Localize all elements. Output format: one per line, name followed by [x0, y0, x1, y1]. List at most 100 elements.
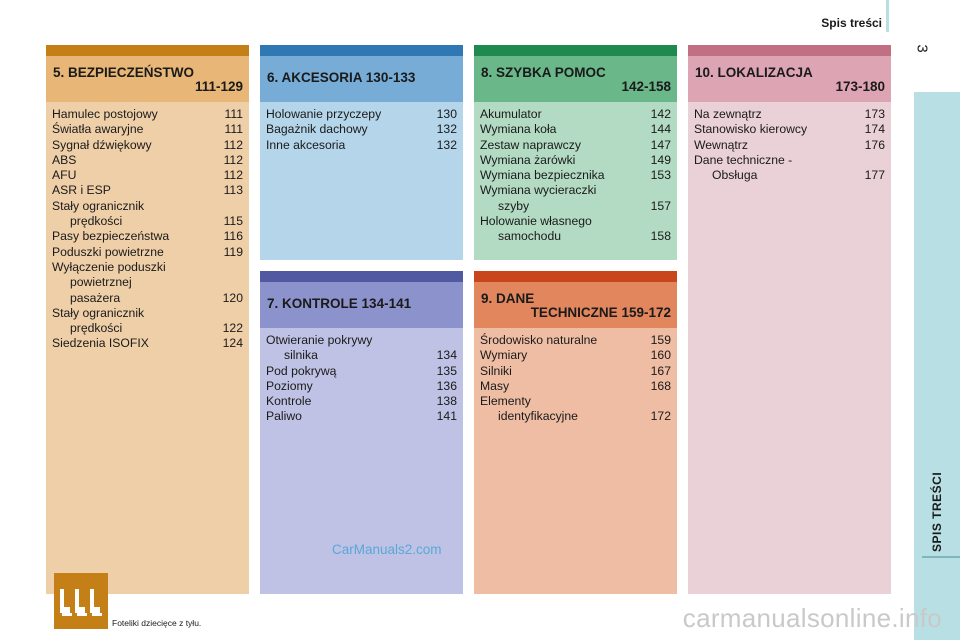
- section-9-range: 159-172: [621, 305, 671, 320]
- section-8-header: 8. SZYBKA POMOC 142-158: [474, 56, 677, 102]
- site-watermark: carmanualsonline.info: [682, 603, 942, 633]
- toc-entry-page: 168: [650, 378, 671, 393]
- toc-entry-page: 111: [224, 122, 243, 137]
- toc-entry-title-line: Masy: [480, 378, 510, 393]
- header-divider: [886, 0, 889, 32]
- toc-entry: Paliwo 141: [266, 409, 457, 424]
- section-10-entries: Na zewnątrz 173 Stanowisko kierowcy 174 Wewn…: [694, 107, 885, 183]
- toc-entry-title-line: Wyłączenie poduszki: [52, 259, 166, 274]
- toc-entry-title-line: Kontrole: [266, 394, 312, 409]
- section-9-number: 9.: [481, 291, 493, 306]
- toc-entry: Wymiary 160: [480, 348, 671, 363]
- section-7-title: KONTROLE: [282, 296, 358, 311]
- toc-entry: Na zewnątrz 173: [694, 107, 885, 122]
- toc-entry-title-line: Na zewnątrz: [694, 107, 762, 121]
- toc-entry-title-line: szyby: [498, 198, 530, 213]
- toc-entry: Sygnał dźwiękowy 112: [52, 138, 243, 153]
- toc-entry: ASR i ESP 113: [52, 183, 243, 198]
- toc-entry-title-line: powietrznej: [70, 275, 132, 290]
- side-tab-label: SPIS TREŚCI: [930, 471, 944, 552]
- toc-entry-title: Holowanie przyczepy: [266, 107, 431, 122]
- toc-entry-title-line: Hamulec postojowy: [52, 107, 158, 121]
- toc-entry-title-line: Bagażnik dachowy: [266, 122, 368, 137]
- section-7-entries: Otwieranie pokrywy silnika 134 Pod pokrywą 1…: [266, 333, 457, 425]
- toc-entry-page: 159: [650, 333, 671, 347]
- toc-entry-page: 119: [223, 244, 243, 259]
- toc-entry: Elementy identyfikacyjne 172: [480, 394, 671, 425]
- toc-entry-page: 111: [224, 107, 243, 121]
- section-7-number: 7.: [267, 296, 279, 311]
- toc-entry: Stały ogranicznik prędkości 115: [52, 199, 243, 230]
- toc-entry: Wymiana żarówki 149: [480, 153, 671, 168]
- section-8-strip: [474, 45, 677, 56]
- section-7-header: 7. KONTROLE 134-141: [260, 282, 463, 328]
- section-9-title2: TECHNICZNE: [530, 305, 618, 320]
- toc-entry-title-line: Pod pokrywą: [266, 363, 337, 378]
- toc-entry-page: 132: [436, 122, 457, 137]
- toc-entry-title: Sygnał dźwiękowy: [52, 138, 218, 153]
- toc-entry-title: Wymiana bezpiecznika: [480, 168, 645, 183]
- toc-entry-title-line: Inne akcesoria: [266, 137, 346, 152]
- toc-entry-page: 112: [223, 137, 243, 152]
- toc-entry-title-line: Silniki: [480, 363, 512, 378]
- toc-entry: Siedzenia ISOFIX 124: [52, 336, 243, 351]
- section-8-range: 142-158: [621, 79, 671, 94]
- toc-entry-title-line: samochodu: [498, 229, 562, 244]
- toc-entry-title-line: Poduszki powietrzne: [52, 244, 164, 259]
- toc-entry: Poduszki powietrzne 119: [52, 245, 243, 260]
- toc-entry-title-line: AFU: [52, 168, 77, 183]
- toc-entry-title: Wymiana koła: [480, 122, 645, 137]
- toc-entry-title-line: Sygnał dźwiękowy: [52, 137, 152, 152]
- toc-entry-page: 136: [436, 378, 457, 393]
- toc-entry-title: Bagażnik dachowy: [266, 122, 431, 137]
- toc-entry: Bagażnik dachowy 132: [266, 122, 457, 137]
- toc-entry: Kontrole 138: [266, 394, 457, 409]
- toc-entry-title: Stały ogranicznik prędkości: [52, 199, 218, 230]
- seat-caption: Foteliki dziecięce z tyłu.: [112, 618, 202, 628]
- toc-entry-page: 174: [864, 122, 885, 137]
- section-8-body: Akumulator 142 Wymiana koła 144 Zestaw napra…: [474, 102, 677, 260]
- toc-entry-title-line: ABS: [52, 152, 77, 167]
- section-9: 9. DANE TECHNICZNE 159-172 Środowisko na…: [474, 271, 677, 594]
- toc-entry-page: 116: [223, 229, 243, 244]
- toc-entry-page: 112: [223, 152, 243, 167]
- toc-entry-page: 112: [223, 168, 243, 183]
- toc-entry-title-line: Zestaw naprawczy: [480, 137, 581, 152]
- toc-entry-title: Stały ogranicznik prędkości: [52, 306, 217, 337]
- toc-entry: Stały ogranicznik prędkości 122: [52, 306, 243, 337]
- toc-entry-title: ABS: [52, 153, 218, 168]
- toc-entry: Masy 168: [480, 379, 671, 394]
- toc-entry: Inne akcesoria 132: [266, 138, 457, 153]
- section-9-strip: [474, 271, 677, 282]
- toc-entry-page: 138: [436, 394, 457, 409]
- section-6-body: Holowanie przyczepy 130 Bagażnik dachowy 13…: [260, 102, 463, 260]
- toc-entry-title: Kontrole: [266, 394, 431, 409]
- toc-entry-page: 147: [650, 137, 671, 152]
- toc-entry-title: Wymiana wycieraczki szyby: [480, 183, 645, 214]
- toc-entry-page: 158: [650, 229, 671, 244]
- toc-entry-title: Poziomy: [266, 379, 431, 394]
- toc-entry-title: Silniki: [480, 364, 645, 379]
- toc-entry-title-line: Wymiana koła: [480, 122, 557, 137]
- section-9-body: Środowisko naturalne 159 Wymiary 160 Silniki…: [474, 328, 677, 594]
- toc-entry-title-line: Elementy: [480, 394, 531, 409]
- toc-entry-title: Otwieranie pokrywy silnika: [266, 333, 431, 364]
- toc-entry-title-line: Stały ogranicznik: [52, 198, 145, 213]
- toc-entry-title: Poduszki powietrzne: [52, 245, 218, 260]
- toc-entry-page: 141: [436, 409, 457, 424]
- toc-entry-title-line: identyfikacyjne: [498, 409, 578, 424]
- section-5-strip: [46, 45, 249, 56]
- toc-entry-title-line: Poziomy: [266, 378, 313, 393]
- toc-entry-title: Środowisko naturalne: [480, 333, 645, 348]
- toc-entry-title-line: Holowanie własnego: [480, 214, 592, 229]
- section-10-strip: [688, 45, 891, 56]
- section-8-entries: Akumulator 142 Wymiana koła 144 Zestaw napra…: [480, 107, 671, 245]
- header-title: Spis treści: [821, 16, 882, 30]
- toc-entry-title-line: Pasy bezpieczeństwa: [52, 229, 170, 244]
- toc-entry-title: AFU: [52, 168, 218, 183]
- section-5-range: 111-129: [194, 79, 243, 94]
- toc-entry-title: Wyłączenie poduszki powietrznej pasażera: [52, 260, 217, 306]
- section-10-range: 173-180: [835, 79, 885, 94]
- section-8-number: 8.: [481, 65, 493, 80]
- toc-entry-title-line: Środowisko naturalne: [480, 333, 598, 347]
